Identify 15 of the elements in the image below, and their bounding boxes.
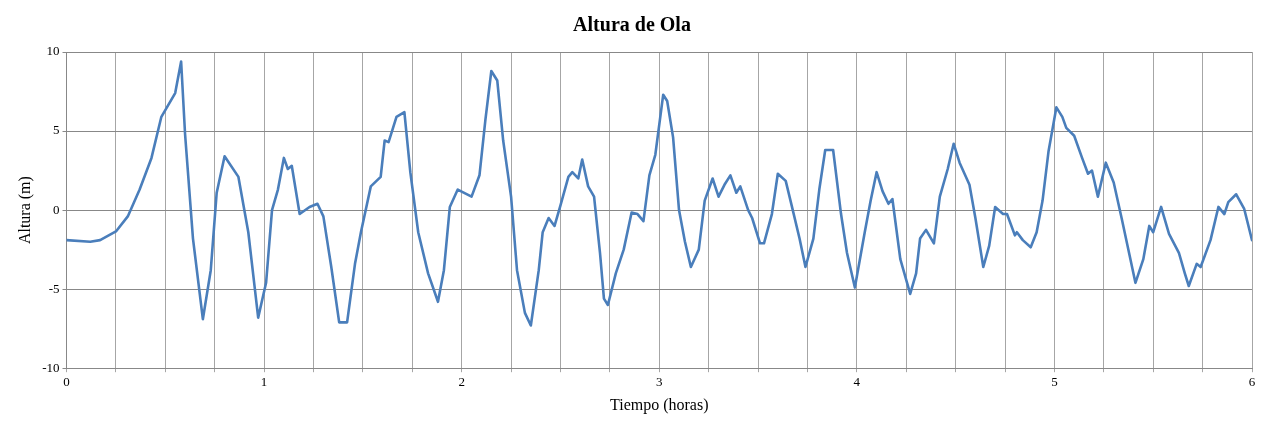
x-tick-label: 5 xyxy=(1051,374,1058,390)
x-tick-label: 4 xyxy=(853,374,861,390)
y-tick-label: -10 xyxy=(42,359,60,375)
chart-title: Altura de Ola xyxy=(573,13,691,36)
x-tick-label: 1 xyxy=(260,374,268,390)
x-tick-label: 6 xyxy=(1248,374,1256,390)
y-tick-label: 0 xyxy=(53,201,60,217)
y-tick-label: 5 xyxy=(53,122,60,138)
y-tick-label: 10 xyxy=(46,43,60,59)
x-tick-label: 0 xyxy=(63,374,70,390)
x-tick-label: 3 xyxy=(656,374,663,390)
y-tick-label: -5 xyxy=(48,280,60,296)
y-axis-title: Altura (m) xyxy=(15,176,34,245)
x-axis-title: Tiempo (horas) xyxy=(610,395,709,414)
x-tick-label: 2 xyxy=(458,374,465,390)
